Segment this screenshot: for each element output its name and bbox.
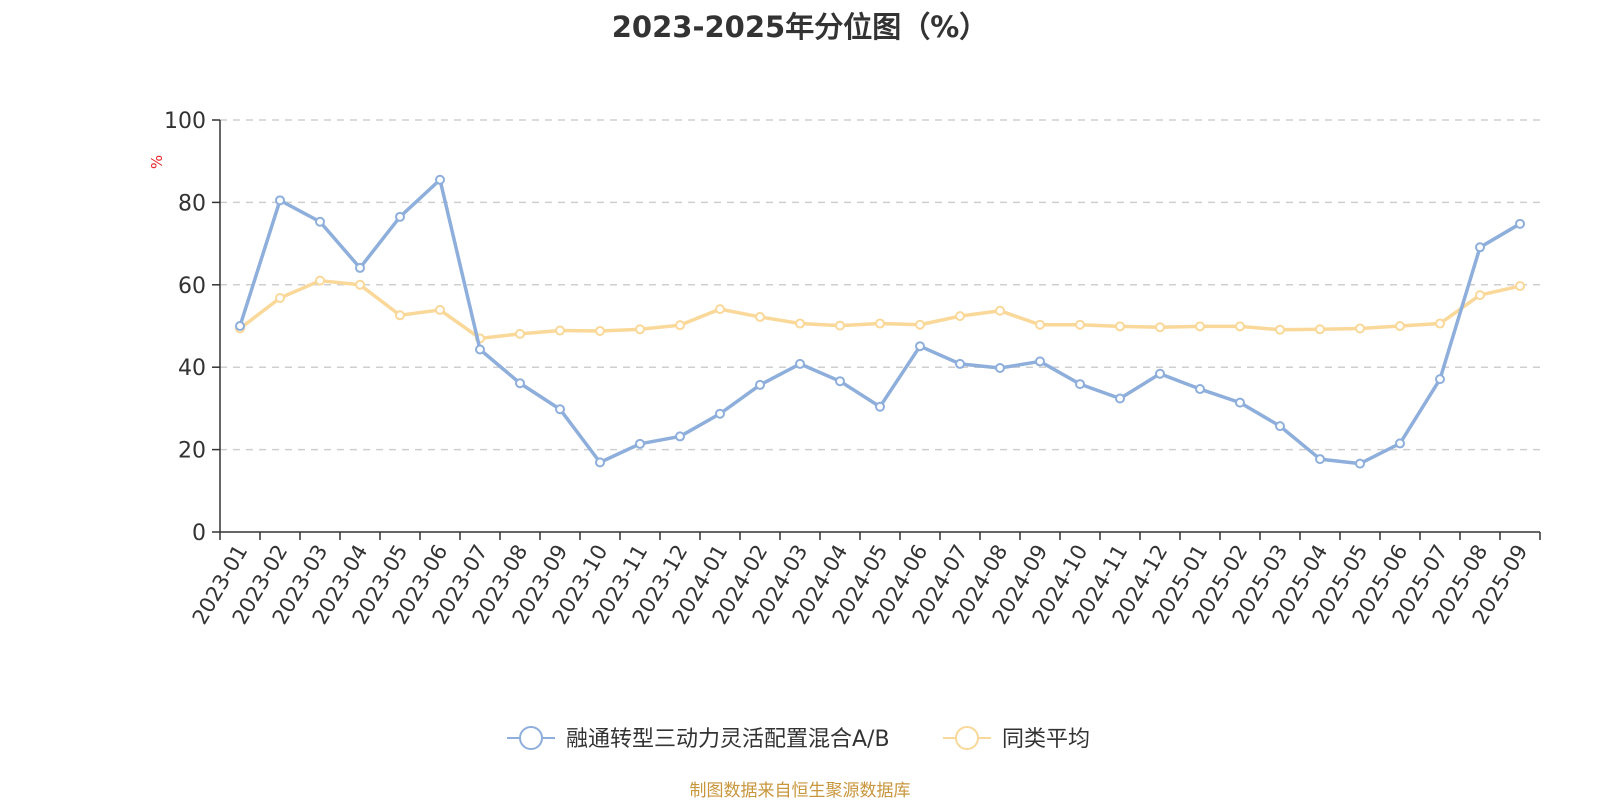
data-point[interactable]: [835, 376, 845, 387]
data-point[interactable]: [395, 310, 405, 321]
source-note: 制图数据来自恒生聚源数据库: [689, 781, 911, 801]
data-point[interactable]: [875, 318, 885, 329]
data-point[interactable]: [1475, 290, 1485, 301]
data-point[interactable]: [995, 363, 1005, 374]
data-point[interactable]: [1195, 384, 1205, 395]
legend-fund-label: 融通转型三动力灵活配置混合A/B: [566, 727, 890, 752]
data-point[interactable]: [1035, 319, 1045, 330]
data-point[interactable]: [635, 438, 645, 449]
data-point[interactable]: [275, 195, 285, 206]
data-point[interactable]: [1115, 393, 1125, 404]
data-point[interactable]: [1395, 438, 1405, 449]
data-point[interactable]: [795, 318, 805, 329]
data-point[interactable]: [275, 292, 285, 303]
data-point[interactable]: [755, 379, 765, 390]
data-point[interactable]: [1515, 281, 1525, 292]
legend-item-average[interactable]: 同类平均: [943, 726, 1090, 752]
data-point[interactable]: [1235, 321, 1245, 332]
data-point[interactable]: [835, 320, 845, 331]
data-point[interactable]: [515, 328, 525, 339]
data-point[interactable]: [795, 358, 805, 369]
series-line: [238, 278, 1522, 341]
y-tick-label: 100: [164, 109, 206, 134]
data-point[interactable]: [1035, 356, 1045, 367]
data-point[interactable]: [435, 304, 445, 315]
data-point[interactable]: [1075, 379, 1085, 390]
data-point[interactable]: [315, 216, 325, 227]
data-point[interactable]: [915, 319, 925, 330]
data-point[interactable]: [1395, 321, 1405, 331]
data-point[interactable]: [635, 324, 645, 335]
data-point[interactable]: [475, 344, 485, 355]
legend-item-fund[interactable]: 融通转型三动力灵活配置混合A/B: [507, 726, 890, 752]
x-tick-labels: 2023-012023-022023-032023-042023-052023-…: [188, 532, 1541, 628]
data-point[interactable]: [595, 457, 605, 468]
data-point[interactable]: [1475, 242, 1485, 253]
data-point[interactable]: [1235, 397, 1245, 408]
data-point[interactable]: [675, 320, 685, 331]
data-point[interactable]: [715, 408, 725, 419]
data-point[interactable]: [1355, 323, 1365, 334]
y-tick-label: 20: [178, 439, 206, 464]
data-point[interactable]: [395, 211, 405, 222]
data-point[interactable]: [875, 401, 885, 412]
grid-lines: [220, 119, 1540, 451]
data-point[interactable]: [355, 262, 365, 273]
legend-average-label: 同类平均: [1002, 727, 1090, 752]
data-point[interactable]: [1155, 368, 1165, 379]
data-point[interactable]: [915, 341, 925, 352]
y-tick-label: 0: [192, 521, 206, 546]
data-point[interactable]: [555, 325, 565, 336]
data-point[interactable]: [1075, 319, 1085, 330]
data-point[interactable]: [1315, 454, 1325, 465]
data-point[interactable]: [1315, 324, 1325, 335]
data-point[interactable]: [1155, 322, 1165, 333]
legend-average-marker: [955, 726, 979, 750]
series-group: [235, 174, 1525, 469]
data-point[interactable]: [235, 321, 245, 331]
axes: %: [148, 120, 1540, 533]
data-point[interactable]: [1515, 218, 1525, 229]
data-point[interactable]: [755, 311, 765, 322]
data-point[interactable]: [1275, 324, 1285, 335]
y-tick-labels: 0 20 40 60 80 100: [164, 109, 220, 546]
data-point[interactable]: [355, 279, 365, 290]
y-tick-label: 40: [178, 356, 206, 381]
data-point[interactable]: [955, 311, 965, 322]
data-point[interactable]: [1435, 374, 1445, 385]
data-point[interactable]: [515, 378, 525, 389]
y-tick-label: 60: [178, 274, 206, 299]
data-point[interactable]: [1435, 318, 1445, 329]
legend-fund-marker: [519, 726, 543, 750]
data-point[interactable]: [555, 404, 565, 415]
y-axis-label: %: [148, 155, 166, 169]
data-point[interactable]: [1115, 321, 1125, 332]
legend: 融通转型三动力灵活配置混合A/B 同类平均: [507, 726, 1090, 752]
series-group: [235, 275, 1525, 344]
series-lines: [235, 174, 1525, 469]
data-point[interactable]: [715, 304, 725, 315]
data-point[interactable]: [1355, 458, 1365, 469]
data-point[interactable]: [675, 431, 685, 442]
y-tick-label: 80: [178, 191, 206, 216]
data-point[interactable]: [435, 174, 445, 185]
data-point[interactable]: [1275, 421, 1285, 432]
data-point[interactable]: [315, 275, 325, 286]
chart-title: 2023-2025年分位图（%）: [611, 10, 989, 44]
data-point[interactable]: [595, 325, 605, 336]
data-point[interactable]: [995, 305, 1005, 316]
data-point[interactable]: [1195, 321, 1205, 332]
data-point[interactable]: [955, 358, 965, 369]
